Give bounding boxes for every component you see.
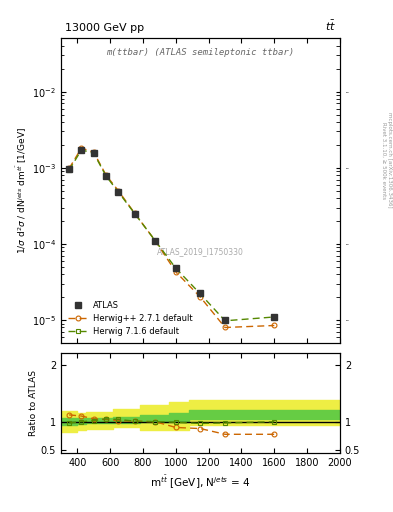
Text: Rivet 3.1.10, ≥ 500k events: Rivet 3.1.10, ≥ 500k events (381, 122, 386, 199)
Y-axis label: Ratio to ATLAS: Ratio to ATLAS (29, 370, 38, 436)
Text: $t\bar{t}$: $t\bar{t}$ (325, 19, 336, 33)
X-axis label: m$^{t\bar{t}}$ [GeV], N$^{jets}$ = 4: m$^{t\bar{t}}$ [GeV], N$^{jets}$ = 4 (150, 474, 251, 490)
Legend: ATLAS, Herwig++ 2.7.1 default, Herwig 7.1.6 default: ATLAS, Herwig++ 2.7.1 default, Herwig 7.… (65, 298, 195, 339)
Text: ATLAS_2019_I1750330: ATLAS_2019_I1750330 (157, 247, 244, 256)
Text: m(ttbar) (ATLAS semileptonic ttbar): m(ttbar) (ATLAS semileptonic ttbar) (107, 48, 294, 56)
Text: mcplots.cern.ch [arXiv:1306.3436]: mcplots.cern.ch [arXiv:1306.3436] (387, 113, 392, 208)
Y-axis label: 1/$\sigma$ d$^{2}\sigma$ / dN$^{jets}$ dm$^{t\bar{t}}$ [1/GeV]: 1/$\sigma$ d$^{2}\sigma$ / dN$^{jets}$ d… (15, 127, 29, 254)
Text: 13000 GeV pp: 13000 GeV pp (65, 23, 144, 33)
